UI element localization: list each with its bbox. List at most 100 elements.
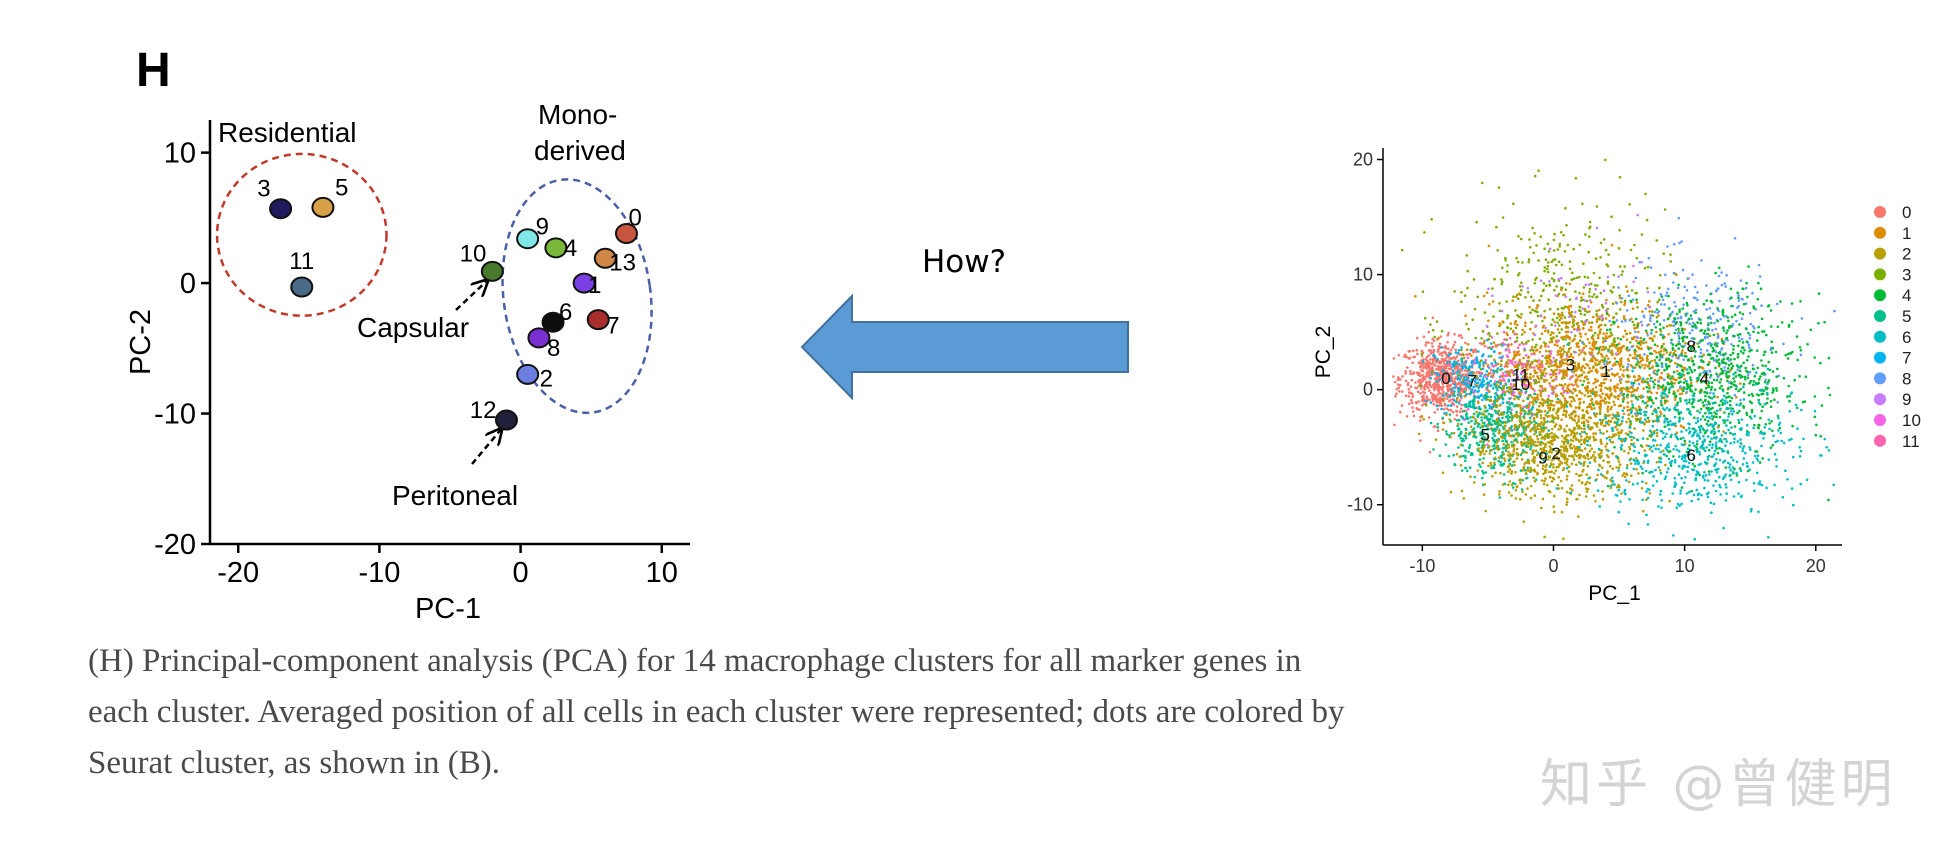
cell-dot [1599, 452, 1603, 455]
cell-dot [1636, 324, 1640, 327]
cell-dot [1393, 423, 1396, 427]
cell-dot [1543, 380, 1546, 384]
cell-dot [1674, 322, 1678, 326]
cell-dot [1679, 400, 1682, 403]
cell-dot [1625, 348, 1629, 352]
cell-dot [1625, 386, 1629, 390]
cell-dot [1590, 447, 1594, 451]
cell-dot [1473, 358, 1476, 362]
cell-dot [1492, 447, 1496, 451]
cell-dot [1554, 469, 1558, 472]
cell-dot [1396, 378, 1400, 381]
cell-dot [1539, 416, 1543, 420]
cell-dot [1481, 398, 1484, 402]
cell-dot [1543, 420, 1547, 424]
cell-dot [1596, 318, 1599, 321]
cell-dot [1416, 373, 1420, 377]
cell-dot [1626, 401, 1630, 404]
cell-dot [1608, 319, 1611, 323]
cell-dot [1553, 320, 1556, 324]
cell-dot [1643, 366, 1646, 370]
cell-dot [1706, 332, 1710, 336]
cell-dot [1621, 373, 1624, 377]
cell-dot [1722, 329, 1726, 332]
cell-dot [1504, 415, 1508, 419]
cell-dot [1511, 299, 1514, 302]
cell-dot [1481, 377, 1485, 381]
cell-dot [1563, 454, 1567, 458]
cell-dot [1602, 238, 1606, 241]
cell-dot [1594, 456, 1597, 459]
cell-dot [1481, 447, 1485, 451]
cell-dot [1649, 266, 1653, 269]
cell-dot [1520, 281, 1523, 285]
cell-dot [1566, 243, 1570, 247]
cell-dot [1548, 341, 1552, 344]
cell-dot [1506, 264, 1509, 267]
cell-dot [1609, 379, 1612, 382]
cell-dot [1570, 413, 1574, 416]
cell-dot [1516, 388, 1520, 391]
cell-dot [1547, 489, 1551, 493]
cell-dot [1678, 337, 1681, 340]
cell-dot [1586, 276, 1590, 279]
cell-dot [1708, 370, 1712, 373]
cell-dot [1429, 352, 1433, 355]
cell-dot [1578, 332, 1582, 335]
cell-dot [1437, 400, 1440, 404]
cell-dot [1603, 359, 1606, 362]
cell-dot [1428, 365, 1431, 369]
cell-dot [1751, 367, 1755, 371]
cell-dot [1596, 333, 1600, 337]
cell-dot [1769, 399, 1773, 403]
cell-dot [1551, 415, 1555, 419]
cell-dot [1598, 276, 1601, 280]
cell-dot [1582, 379, 1586, 383]
cell-dot [1698, 365, 1701, 369]
cell-dot [1573, 399, 1576, 403]
cell-dot [1717, 424, 1721, 427]
cell-dot [1708, 334, 1712, 338]
cell-dot [1603, 372, 1606, 376]
cell-dot [1685, 335, 1689, 339]
cell-dot [1686, 359, 1690, 362]
cell-dot [1614, 389, 1617, 393]
cell-dot [1488, 452, 1492, 455]
cell-dot [1502, 443, 1506, 446]
cell-dot [1526, 290, 1530, 294]
cell-dot [1833, 309, 1836, 313]
cell-dot [1524, 386, 1527, 390]
cell-dot [1692, 405, 1695, 409]
cell-dot [1544, 413, 1548, 417]
cell-dot [1568, 336, 1571, 339]
cell-dot [1774, 350, 1778, 354]
cell-dot [1433, 384, 1436, 388]
cell-dot [1757, 398, 1760, 402]
cell-dot [1524, 354, 1528, 357]
cell-dot [1648, 374, 1651, 377]
cell-dot [1656, 344, 1659, 348]
cell-dot [1603, 357, 1607, 360]
cell-dot [1526, 376, 1529, 380]
cell-dot [1533, 392, 1537, 396]
cell-dot [1618, 175, 1622, 179]
cell-dot [1588, 290, 1591, 294]
cell-dot [1715, 372, 1718, 376]
cell-dot [1715, 415, 1718, 419]
cluster-point-label-4: 4 [564, 235, 577, 262]
cell-dot [1716, 287, 1720, 290]
cell-dot [1606, 408, 1609, 411]
cell-dot [1702, 302, 1706, 306]
cell-dot [1533, 433, 1536, 436]
cell-dot [1522, 378, 1525, 381]
cell-dot [1431, 370, 1434, 373]
cell-dot [1756, 366, 1759, 370]
cell-dot [1737, 294, 1740, 297]
cell-dot [1581, 292, 1585, 296]
cell-dot [1629, 420, 1632, 423]
cell-dot [1399, 410, 1402, 414]
cell-dot [1740, 317, 1744, 321]
cell-dot [1762, 371, 1766, 375]
cell-dot [1593, 450, 1596, 454]
cell-dot [1737, 296, 1740, 300]
